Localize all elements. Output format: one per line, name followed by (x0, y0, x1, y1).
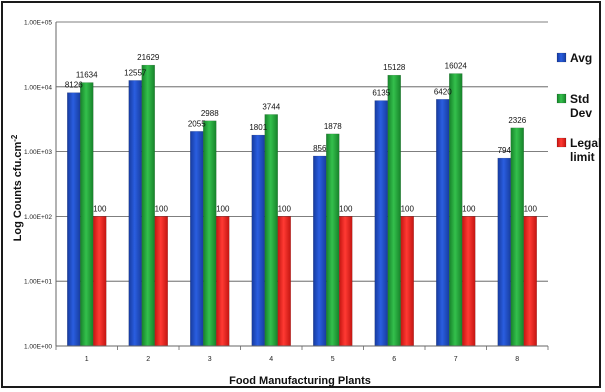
data-label-avg: 6135 (372, 89, 390, 98)
bar-std-dev (326, 133, 340, 347)
x-tick-label: 1 (85, 356, 89, 363)
bar-legal-limit (93, 216, 107, 347)
y-tick-label: 1.00E+05 (24, 20, 52, 27)
bar-std-dev (264, 114, 278, 347)
data-label-legal-limit: 100 (278, 204, 292, 213)
bar-legal-limit (216, 216, 230, 347)
bar-legal-limit (523, 216, 537, 347)
x-tick-label: 7 (454, 356, 458, 363)
bar-legal-limit (154, 216, 168, 347)
bar-avg (374, 100, 388, 347)
legend-swatch-legal-limit (556, 137, 567, 148)
data-label-legal-limit: 100 (462, 204, 476, 213)
y-tick-label: 1.00E+02 (24, 214, 52, 221)
bar-std-dev (141, 64, 155, 347)
data-label-legal-limit: 100 (401, 204, 415, 213)
bar-avg (251, 134, 265, 347)
data-label-legal-limit: 100 (216, 204, 230, 213)
bar-std-dev (449, 73, 463, 347)
bar-avg (497, 157, 511, 347)
data-label-std-dev: 1878 (324, 122, 342, 131)
data-label-legal-limit: 100 (155, 204, 169, 213)
legend-label-avg: Avg (570, 51, 592, 65)
data-label-avg: 8126 (65, 81, 83, 90)
y-tick-label: 1.00E+03 (24, 149, 52, 156)
data-label-std-dev: 16024 (445, 62, 468, 71)
bar-legal-limit (462, 216, 476, 347)
data-label-std-dev: 11634 (76, 71, 98, 80)
legend: Avg Std Dev Legal limit (556, 51, 601, 164)
data-label-legal-limit: 100 (339, 204, 353, 213)
x-tick-label: 4 (269, 356, 273, 363)
bar-avg (67, 92, 81, 347)
legend-label-std-dev: Std Dev (570, 92, 592, 120)
x-tick-label: 3 (208, 356, 212, 363)
data-label-avg: 794 (498, 146, 512, 155)
bar-std-dev (80, 82, 94, 347)
legend-swatch-std-dev (556, 93, 567, 104)
data-label-avg: 2055 (188, 119, 206, 128)
x-tick-label: 5 (331, 356, 335, 363)
data-label-avg: 6420 (434, 87, 452, 96)
x-axis-title: Food Manufacturing Plants (229, 375, 371, 387)
bar-avg (128, 80, 142, 347)
data-label-avg: 12557 (124, 68, 147, 77)
bar-avg (313, 155, 327, 347)
data-label-legal-limit: 100 (93, 204, 107, 213)
x-tick-label: 8 (515, 356, 519, 363)
bar-avg (190, 131, 204, 347)
data-label-legal-limit: 100 (524, 204, 538, 213)
bar-avg (436, 99, 450, 347)
bar-legal-limit (277, 216, 291, 347)
bar-legal-limit (339, 216, 353, 347)
bar-legal-limit (400, 216, 414, 347)
legend-swatch-avg (556, 52, 567, 63)
bar-std-dev (203, 120, 217, 347)
y-tick-label: 1.00E+00 (24, 344, 52, 351)
data-label-std-dev: 2326 (508, 116, 526, 125)
data-label-std-dev: 3744 (262, 102, 280, 111)
x-tick-label: 2 (146, 356, 150, 363)
bar-std-dev (510, 127, 524, 347)
bar-std-dev (387, 74, 401, 347)
bars (67, 64, 537, 347)
data-label-avg: 1801 (249, 123, 267, 132)
data-label-std-dev: 2988 (201, 109, 219, 118)
data-label-std-dev: 21629 (137, 53, 160, 62)
x-tick-label: 6 (392, 356, 396, 363)
x-axis-ticks: 1 2 3 4 5 6 7 8 (55, 346, 549, 363)
legend-label-legal-limit: Legal limit (570, 136, 601, 164)
y-axis-ticks: 1.00E+00 1.00E+01 1.00E+02 1.00E+03 1.00E+04… (24, 20, 52, 351)
data-label-avg: 856 (313, 144, 327, 153)
y-axis-title: Log Counts cfu.cm-2 (10, 134, 24, 241)
data-label-std-dev: 15128 (383, 63, 406, 72)
y-tick-label: 1.00E+01 (24, 279, 52, 286)
y-tick-label: 1.00E+04 (24, 84, 52, 91)
